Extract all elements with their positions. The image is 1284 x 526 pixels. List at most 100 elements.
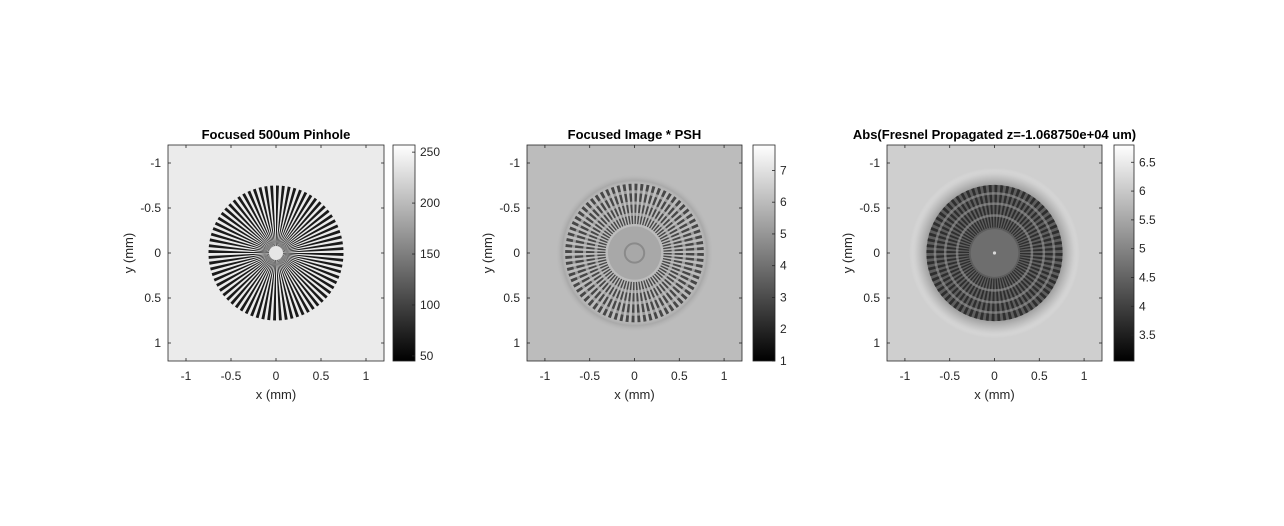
colorbar-gradient xyxy=(752,144,776,362)
image-1 xyxy=(168,145,384,361)
chart-title: Abs(Fresnel Propagated z=-1.068750e+04 u… xyxy=(853,127,1136,142)
x-tick-label: 1 xyxy=(721,369,728,383)
y-tick-label: 0.5 xyxy=(863,291,880,305)
y-ticks: -1 -0.5 0 0.5 1 xyxy=(140,156,384,350)
star-spoke xyxy=(1001,187,1015,229)
star-spoke xyxy=(224,207,276,253)
star-spoke xyxy=(276,253,340,279)
colorbar-tick-label: 50 xyxy=(420,349,434,363)
y-tick-label: -1 xyxy=(509,156,520,170)
x-ticks: -1 -0.5 0 0.5 1 xyxy=(540,145,728,383)
star-spoke xyxy=(931,262,972,282)
star-spoke xyxy=(1018,261,1059,280)
star-spoke xyxy=(960,192,983,231)
y-tick-label: 1 xyxy=(154,336,161,350)
colorbar-tick-label: 2 xyxy=(780,322,787,336)
y-tick-label: -1 xyxy=(150,156,161,170)
fringe-ring xyxy=(594,212,675,294)
x-tick-label: -0.5 xyxy=(939,369,960,383)
y-tick-label: -1 xyxy=(869,156,880,170)
star-spoke xyxy=(971,188,987,230)
star-spoke xyxy=(276,247,344,253)
star-spoke xyxy=(258,187,276,253)
star-spoke xyxy=(937,266,974,293)
star-spoke xyxy=(976,186,989,229)
star-spoke xyxy=(953,273,980,309)
star-spoke xyxy=(219,253,276,292)
fringe-ring xyxy=(943,202,1046,304)
chart-title: Focused Image * PSH xyxy=(568,127,702,142)
y-tick-label: 0.5 xyxy=(503,291,520,305)
x-axis-label: x (mm) xyxy=(974,387,1014,402)
star-spoke xyxy=(991,278,995,322)
star-spoke xyxy=(276,224,339,253)
star-spoke xyxy=(928,232,971,247)
colorbar-tick-label: 100 xyxy=(420,298,440,312)
star-spoke xyxy=(276,253,335,290)
star-spoke xyxy=(994,184,998,228)
colorbar-tick-label: 3.5 xyxy=(1139,328,1156,342)
panel-3: -1 -0.5 0 0.5 1 -1 -0.5 0 0.5 1 Abs(Fresnel Propag… xyxy=(840,127,1156,402)
colorbar-tick-label: 4 xyxy=(1139,299,1146,313)
x-tick-label: 1 xyxy=(1081,369,1088,383)
colorbar: 3.5 4 4.5 5 5.5 6 6.5 xyxy=(1113,144,1156,362)
x-tick-label: 0.5 xyxy=(313,369,330,383)
star-spoke xyxy=(267,253,276,321)
star-spoke xyxy=(210,232,276,253)
x-tick-label: 0 xyxy=(991,369,998,383)
star-spoke xyxy=(1002,276,1018,318)
star-spoke xyxy=(965,190,985,230)
y-tick-label: 0 xyxy=(154,246,161,260)
star-spoke xyxy=(276,241,343,253)
star-spoke xyxy=(247,190,276,253)
colorbar-tick-label: 6 xyxy=(1139,184,1146,198)
star-spoke xyxy=(957,274,982,312)
y-tick-label: 1 xyxy=(873,336,880,350)
star-spoke xyxy=(1017,263,1057,285)
star-spoke xyxy=(220,211,276,253)
star-spoke xyxy=(234,253,276,309)
star-spoke xyxy=(1004,276,1024,316)
x-axis-label: x (mm) xyxy=(256,387,296,402)
star-spoke xyxy=(929,260,971,277)
colorbar-tick-label: 200 xyxy=(420,196,440,210)
colorbar-tick-label: 5 xyxy=(1139,242,1146,256)
x-tick-label: 0.5 xyxy=(1031,369,1048,383)
star-spoke xyxy=(208,244,276,253)
star-spoke xyxy=(1000,277,1013,320)
siemens-star xyxy=(208,185,344,321)
star-spoke xyxy=(210,253,276,271)
star-spoke xyxy=(273,253,276,321)
star-spoke xyxy=(1016,265,1054,290)
star-spoke xyxy=(276,185,279,253)
star-spoke xyxy=(276,209,330,253)
star-spoke xyxy=(1003,189,1021,230)
star-spoke xyxy=(276,253,315,310)
star-spoke xyxy=(995,278,1001,322)
star-spoke xyxy=(276,253,344,256)
star-spoke xyxy=(1009,197,1036,233)
y-ticks: -1 -0.5 0 0.5 1 xyxy=(859,156,1102,350)
star-spoke xyxy=(237,196,276,253)
y-tick-label: -0.5 xyxy=(140,201,161,215)
star-spoke xyxy=(1018,229,1060,246)
star-spoke xyxy=(276,253,344,262)
star-spoke xyxy=(226,253,276,301)
x-ticks: -1 -0.5 0 0.5 1 xyxy=(900,145,1088,383)
star-spoke xyxy=(276,253,324,303)
star-spoke xyxy=(244,253,276,315)
star-spoke xyxy=(1007,194,1032,232)
star-spoke xyxy=(1019,235,1061,248)
star-spoke xyxy=(1020,253,1063,256)
star-spoke xyxy=(926,244,970,251)
x-tick-label: -1 xyxy=(181,369,192,383)
x-tick-label: 0.5 xyxy=(671,369,688,383)
star-spoke xyxy=(250,253,276,317)
star-spoke xyxy=(276,214,333,253)
star-spoke xyxy=(938,211,975,239)
star-spoke xyxy=(928,258,970,271)
colorbar-tick-label: 4.5 xyxy=(1139,270,1156,284)
star-spoke xyxy=(276,229,341,253)
star-spoke xyxy=(930,226,971,245)
